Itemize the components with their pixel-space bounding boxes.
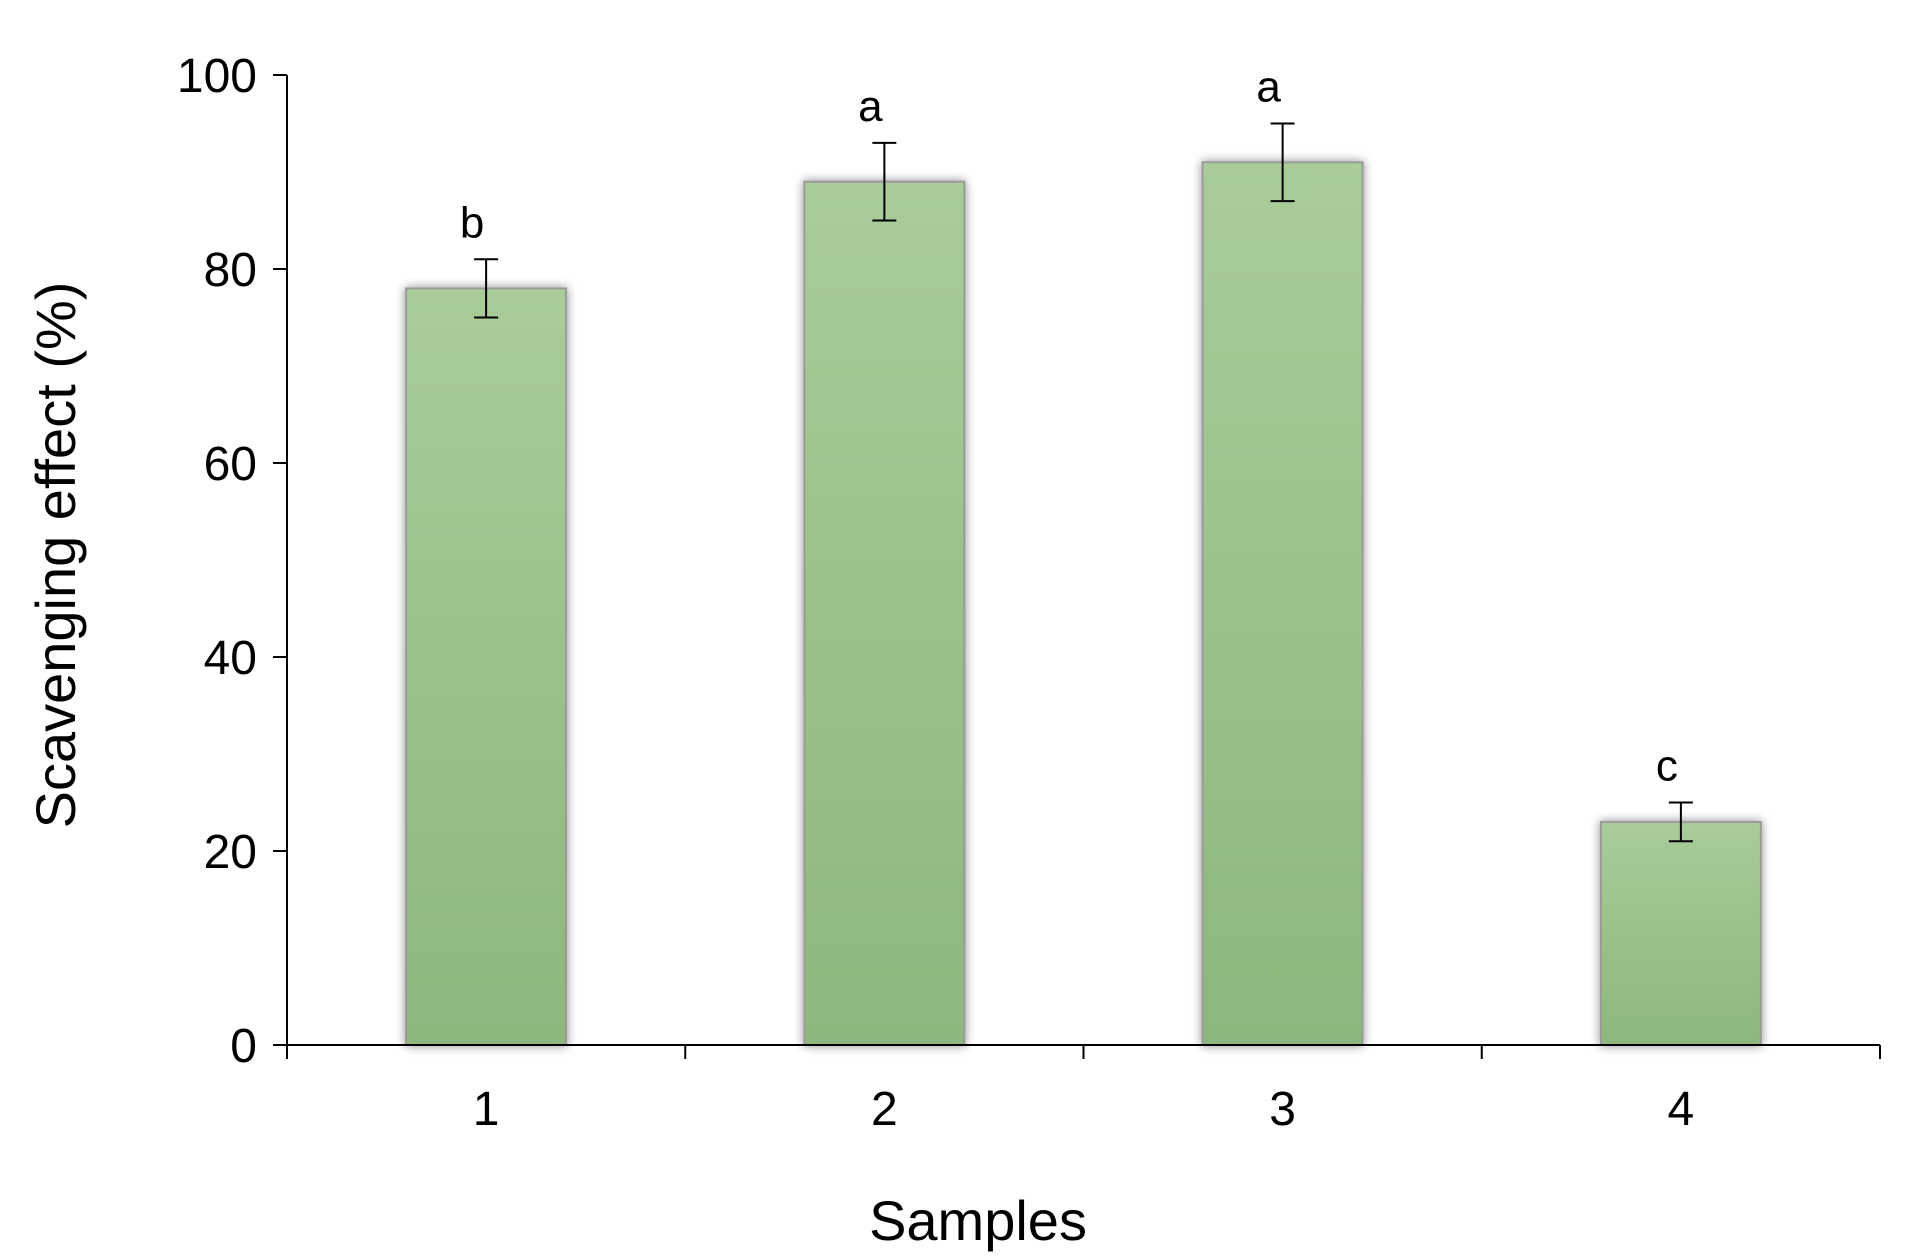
- significance-label-2: a: [858, 82, 883, 131]
- y-tick-label-20: 20: [204, 826, 257, 879]
- bar-sample-3: [1201, 161, 1364, 1047]
- significance-label-4: c: [1656, 742, 1678, 791]
- x-axis-title: Samples: [869, 1189, 1087, 1252]
- bars-layer: [405, 161, 1762, 1047]
- significance-label-3: a: [1256, 63, 1281, 112]
- bar-sample-1: [405, 287, 568, 1046]
- axes-layer: [273, 74, 1881, 1059]
- significance-label-1: b: [460, 198, 484, 247]
- x-tick-label-1: 1: [473, 1083, 500, 1136]
- x-tick-label-3: 3: [1269, 1083, 1296, 1136]
- y-tick-label-80: 80: [204, 244, 257, 297]
- y-tick-label-60: 60: [204, 438, 257, 491]
- x-tick-label-4: 4: [1668, 1083, 1695, 1136]
- y-tick-label-40: 40: [204, 632, 257, 685]
- y-tick-label-100: 100: [177, 50, 257, 103]
- y-axis-title: Scavenging effect (%): [24, 282, 87, 829]
- x-tick-label-2: 2: [871, 1083, 898, 1136]
- y-tick-label-0: 0: [230, 1020, 257, 1073]
- bar-sample-2: [803, 180, 966, 1046]
- bar-sample-4: [1599, 820, 1762, 1047]
- error-bars-layer: [474, 122, 1693, 843]
